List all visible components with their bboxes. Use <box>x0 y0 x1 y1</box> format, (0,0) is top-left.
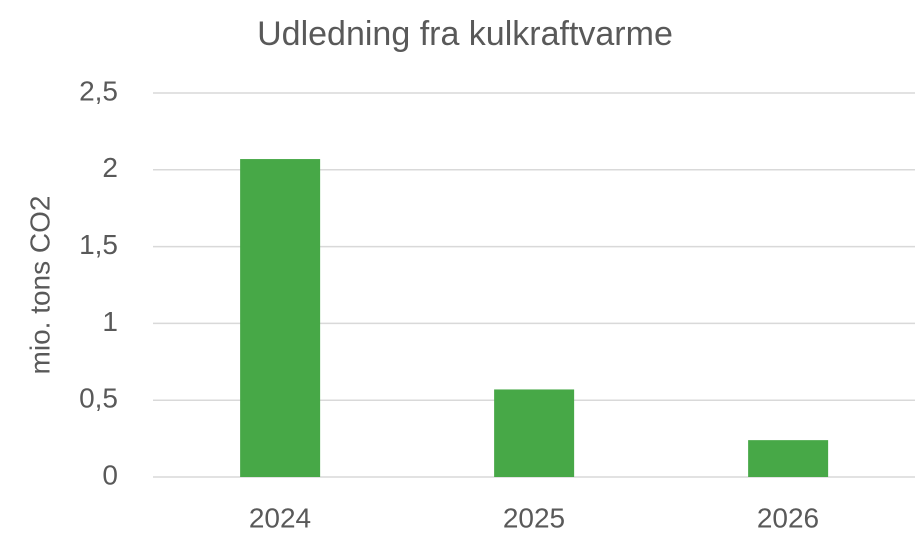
y-tick-label: 2 <box>102 152 118 183</box>
bar <box>240 159 321 477</box>
y-tick-label: 0,5 <box>79 383 118 414</box>
x-tick-label: 2025 <box>503 502 565 533</box>
y-tick-label: 0 <box>102 459 118 490</box>
x-tick-label: 2024 <box>249 502 311 533</box>
y-axis-label: mio. tons CO2 <box>24 196 55 375</box>
x-tick-label: 2026 <box>757 502 819 533</box>
bar <box>748 440 829 477</box>
bar <box>494 389 575 477</box>
y-tick-label: 2,5 <box>79 75 118 106</box>
y-tick-label: 1 <box>102 306 118 337</box>
y-tick-label: 1,5 <box>79 229 118 260</box>
chart-title: Udledning fra kulkraftvarme <box>257 15 673 53</box>
